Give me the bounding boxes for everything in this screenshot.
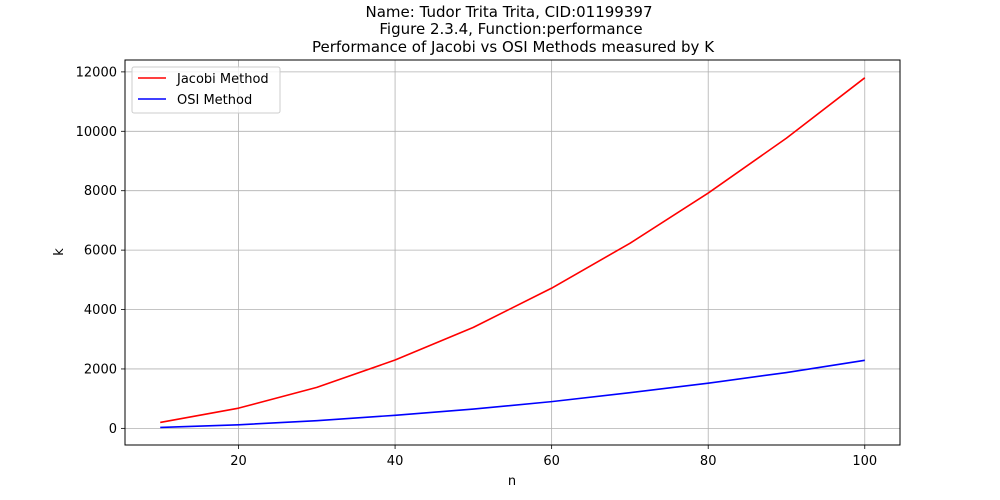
- x-axis-label: n: [508, 474, 516, 489]
- legend-label-osi: OSI Method: [177, 93, 252, 108]
- x-tick-label: 40: [387, 454, 404, 469]
- legend-box: [131, 66, 281, 114]
- y-tick-label: 2000: [84, 362, 117, 377]
- grid: [125, 60, 900, 445]
- legend-label-jacobi: Jacobi Method: [176, 72, 269, 87]
- title-line-2: Figure 2.3.4, Function:performance: [379, 20, 642, 38]
- y-tick-label: 12000: [76, 65, 117, 80]
- y-tick-label: 8000: [84, 184, 117, 199]
- y-tick-label: 0: [109, 422, 117, 437]
- x-tick-label: 60: [543, 454, 560, 469]
- y-axis: 0 2000 4000 6000 8000 10000 12000: [76, 65, 125, 437]
- title-line-1: Name: Tudor Trita Trita, CID:01199397: [366, 3, 653, 21]
- y-axis-label: k: [52, 248, 67, 256]
- x-tick-label: 80: [700, 454, 717, 469]
- x-tick-label: 100: [852, 454, 877, 469]
- title-line-3: Performance of Jacobi vs OSI Methods mea…: [312, 38, 715, 56]
- series-line-osi: [160, 359, 865, 429]
- y-tick-label: 4000: [84, 303, 117, 318]
- series-layer: [160, 77, 866, 429]
- chart-title: Name: Tudor Trita Trita, CID:01199397 Fi…: [312, 3, 715, 56]
- x-axis: 20 40 60 80 100: [230, 445, 877, 469]
- y-tick-label: 10000: [76, 125, 117, 140]
- y-tick-label: 6000: [84, 244, 117, 259]
- legend: Jacobi Method OSI Method: [131, 66, 281, 114]
- series-line-jacobi: [160, 77, 866, 424]
- plot-area: [124, 59, 901, 446]
- x-tick-label: 20: [230, 454, 247, 469]
